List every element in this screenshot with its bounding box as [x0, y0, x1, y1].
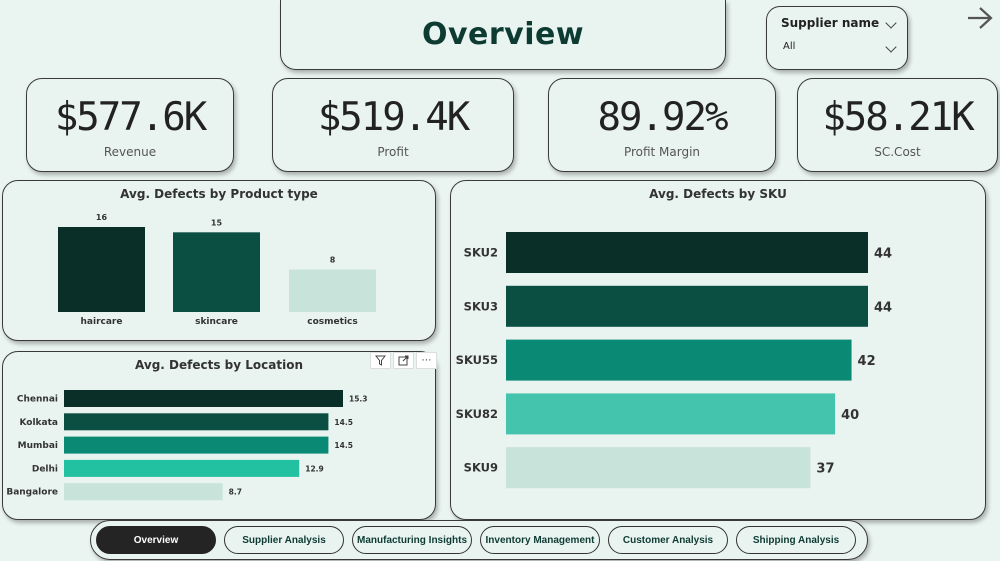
data-label: 8 — [330, 256, 336, 265]
more-options-icon[interactable]: ⋯ — [416, 352, 437, 369]
product-type-bar-chart[interactable]: 16 haircare 15 skincare 8 cosmetics — [3, 181, 433, 339]
location-bar-chart[interactable]: Chennai 15.3 Kolkata 14.5 Mumbai 14.5 Delhi 12.… — [3, 352, 433, 518]
chart-title: Avg. Defects by Product type — [120, 187, 318, 201]
data-label: 16 — [96, 213, 108, 222]
chart-defects-by-product-type[interactable]: Avg. Defects by Product type 16 haircare 1… — [2, 180, 436, 341]
category-label: SKU3 — [464, 299, 498, 313]
focus-mode-icon[interactable] — [393, 352, 414, 369]
supplier-slicer[interactable]: Supplier name All — [766, 6, 908, 70]
slicer-label: Supplier name — [781, 16, 880, 30]
data-label: 12.9 — [305, 464, 324, 473]
nav-tab-manufacturing-insights[interactable]: Manufacturing Insights — [352, 526, 472, 554]
chart-title: Avg. Defects by Location — [135, 358, 303, 372]
chart-defects-by-sku[interactable]: Avg. Defects by SKU SKU2 44 SKU3 44 SKU55 42 S… — [450, 180, 986, 520]
chevron-down-icon[interactable] — [885, 17, 897, 29]
category-label: Chennai — [17, 395, 58, 405]
nav-tab-supplier-analysis[interactable]: Supplier Analysis — [224, 526, 344, 554]
bar-kolkata[interactable] — [64, 413, 329, 431]
bar-skincare[interactable] — [173, 232, 260, 312]
page-navigation: Overview Supplier Analysis Manufacturing… — [90, 520, 868, 560]
kpi-profit: $519.4K Profit — [272, 78, 514, 172]
bar-sku3[interactable] — [506, 285, 868, 327]
data-label: 37 — [816, 462, 834, 477]
nav-tab-overview[interactable]: Overview — [96, 526, 216, 554]
kpi-label: SC.Cost — [874, 144, 921, 159]
bar-haircare[interactable] — [58, 227, 145, 312]
category-label: Delhi — [32, 464, 58, 474]
bar-sku2[interactable] — [506, 232, 868, 273]
data-label: 44 — [874, 247, 892, 262]
kpi-profit-margin: 89.92% Profit Margin — [548, 78, 776, 172]
data-label: 8.7 — [229, 488, 242, 497]
kpi-label: Revenue — [103, 144, 157, 159]
kpi-value: $58.21K — [822, 94, 974, 140]
data-label: 15.3 — [349, 395, 368, 404]
category-label: Kolkata — [19, 418, 58, 428]
sku-bar-chart[interactable]: SKU2 44 SKU3 44 SKU55 42 SKU82 40 SKU9 37 — [451, 181, 983, 517]
category-label: haircare — [81, 317, 123, 327]
kpi-value: 89.92% — [597, 94, 729, 140]
category-label: Bangalore — [6, 488, 58, 498]
kpi-value: $577.6K — [54, 94, 207, 140]
data-label: 14.5 — [334, 441, 353, 450]
category-label: SKU2 — [464, 246, 498, 260]
kpi-sc-cost: $58.21K SC.Cost — [797, 78, 998, 172]
nav-tab-customer-analysis[interactable]: Customer Analysis — [608, 526, 728, 554]
bar-sku55[interactable] — [506, 339, 852, 381]
category-label: skincare — [195, 317, 238, 327]
chart-defects-by-location[interactable]: Avg. Defects by Location Chennai 15.3 Kolk… — [2, 351, 436, 520]
category-label: SKU9 — [464, 461, 498, 475]
title-card: Overview — [280, 0, 726, 70]
kpi-label: Profit — [377, 144, 409, 159]
slicer-value[interactable]: All — [783, 41, 796, 52]
bar-bangalore[interactable] — [64, 483, 223, 501]
category-label: SKU82 — [456, 407, 498, 421]
visual-header-toolbar: ⋯ — [370, 352, 437, 369]
bar-delhi[interactable] — [64, 459, 300, 477]
bar-sku82[interactable] — [506, 393, 836, 435]
arrow-right-icon[interactable] — [966, 6, 994, 30]
nav-tab-inventory-management[interactable]: Inventory Management — [480, 526, 600, 554]
data-label: 42 — [858, 354, 876, 369]
kpi-label: Profit Margin — [623, 144, 701, 159]
category-label: Mumbai — [18, 441, 58, 451]
data-label: 44 — [874, 300, 892, 315]
data-label: 15 — [211, 218, 223, 227]
chevron-down-icon[interactable] — [885, 41, 897, 53]
kpi-value: $519.4K — [317, 94, 470, 140]
filter-icon[interactable] — [370, 352, 391, 369]
page-title: Overview — [421, 17, 585, 52]
kpi-revenue: $577.6K Revenue — [26, 78, 234, 172]
nav-tab-shipping-analysis[interactable]: Shipping Analysis — [736, 526, 856, 554]
category-label: SKU55 — [456, 353, 498, 367]
bar-cosmetics[interactable] — [289, 269, 376, 313]
chart-title: Avg. Defects by SKU — [649, 187, 787, 201]
data-label: 40 — [841, 408, 859, 423]
bar-mumbai[interactable] — [64, 436, 329, 454]
bar-chennai[interactable] — [64, 390, 343, 407]
data-label: 14.5 — [334, 418, 353, 427]
bar-sku9[interactable] — [506, 447, 811, 489]
category-label: cosmetics — [307, 317, 357, 327]
